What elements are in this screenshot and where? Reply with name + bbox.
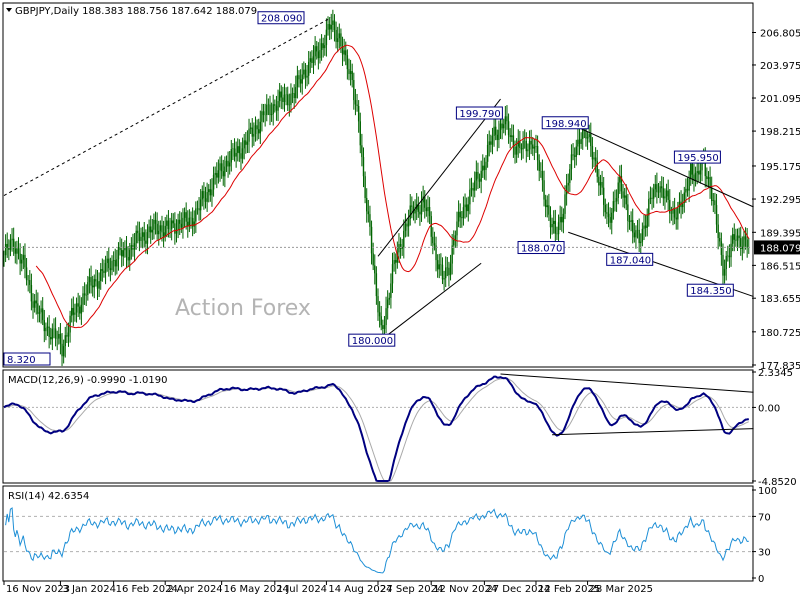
price-annotation-box <box>455 106 503 120</box>
price-annotation-box <box>257 11 305 25</box>
price-y-tick-label: 201.095 <box>760 94 800 105</box>
moving-average-line <box>35 44 750 329</box>
price-annotation-label: 8.320 <box>7 355 36 366</box>
trendline <box>571 123 754 208</box>
price-y-tick-label: 206.805 <box>760 28 800 39</box>
price-annotation-label: 198.940 <box>545 119 586 130</box>
price-annotation-label: 187.040 <box>610 255 651 266</box>
price-annotation-label: 195.950 <box>677 153 718 164</box>
rsi-y-tick-label: 30 <box>758 548 771 559</box>
macd-signal-line <box>3 378 750 482</box>
price-annotation-box <box>541 116 589 130</box>
macd-trendline <box>552 428 754 436</box>
price-annotation-box <box>686 283 734 297</box>
macd-header: MACD(12,26,9) -0.9990 -1.0190 <box>8 375 168 386</box>
trendline <box>376 262 482 344</box>
x-tick-label: 1 Jul 2024 <box>277 584 327 595</box>
dropdown-triangle-icon <box>6 8 12 12</box>
price-annotation-label: 208.090 <box>261 14 302 25</box>
x-tick-label: 3 Jan 2024 <box>62 584 116 595</box>
x-tick-label: 16 May 2024 <box>224 584 289 595</box>
price-y-tick-label: 198.215 <box>760 127 800 138</box>
rsi-panel <box>2 485 754 582</box>
rsi-y-tick-label: 70 <box>758 512 771 523</box>
macd-y-tick-label: -4.8520 <box>758 477 797 488</box>
price-annotation-box <box>606 252 654 266</box>
x-tick-label: 27 Sep 2024 <box>380 584 443 595</box>
axes: 206.805 203.975 201.095 198.215 195.175 192.2… <box>3 28 800 595</box>
price-y-tick-label: 183.655 <box>760 294 800 305</box>
price-annotation-label: 199.790 <box>459 109 500 120</box>
price-y-tick-label: 192.295 <box>760 195 800 206</box>
trendline <box>377 98 501 257</box>
price-y-tick-label: 180.725 <box>760 328 800 339</box>
rsi-line <box>5 507 749 574</box>
price-y-tick-label: 189.395 <box>760 228 800 239</box>
price-annotation-box <box>3 352 51 366</box>
price-annotation-box <box>517 241 565 255</box>
price-y-tick-label: 195.175 <box>760 162 800 173</box>
price-annotation-label: 188.070 <box>521 244 562 255</box>
macd-line <box>3 375 749 482</box>
price-header: GBPJPY,Daily 188.383 188.756 187.642 188… <box>15 6 257 17</box>
price-y-tick-label: 177.835 <box>760 361 800 372</box>
current-price-label: 188.079 <box>760 243 800 254</box>
rsi-y-tick-label: 100 <box>758 486 777 497</box>
x-tick-label: 12 Feb 2025 <box>538 584 600 595</box>
x-tick-label: 2 Apr 2024 <box>167 584 222 595</box>
x-tick-label: 12 Nov 2024 <box>433 584 497 595</box>
x-tick-label: 16 Feb 2024 <box>116 584 178 595</box>
macd-y-tick-label: 2.3345 <box>758 368 793 379</box>
price-annotation-box <box>673 150 721 164</box>
rsi-header: RSI(14) 42.6354 <box>8 491 89 502</box>
x-tick-label: 27 Dec 2024 <box>486 584 550 595</box>
x-tick-label: 28 Mar 2025 <box>590 584 653 595</box>
macd-y-tick-label: 0.00 <box>758 403 780 414</box>
rsi-series <box>4 507 752 574</box>
x-tick-label: 14 Aug 2024 <box>328 584 392 595</box>
price-annotation-box <box>348 333 396 347</box>
price-y-tick-label: 203.975 <box>760 61 800 72</box>
x-tick-label: 16 Nov 2023 <box>6 584 70 595</box>
price-annotation-label: 180.000 <box>352 336 393 347</box>
price-annotation-label: 184.350 <box>690 286 731 297</box>
macd-panel <box>2 369 754 484</box>
dotted-trendline <box>3 17 332 196</box>
watermark: Action Forex <box>175 296 311 321</box>
macd-series <box>3 373 754 482</box>
rsi-y-tick-label: 0 <box>758 574 764 585</box>
macd-trendline <box>500 373 754 393</box>
price-y-tick-label: 186.515 <box>760 261 800 272</box>
price-series: 208.090 199.790 198.940 195.950 188.070 187.0… <box>3 9 754 367</box>
current-price-tag <box>754 240 800 255</box>
